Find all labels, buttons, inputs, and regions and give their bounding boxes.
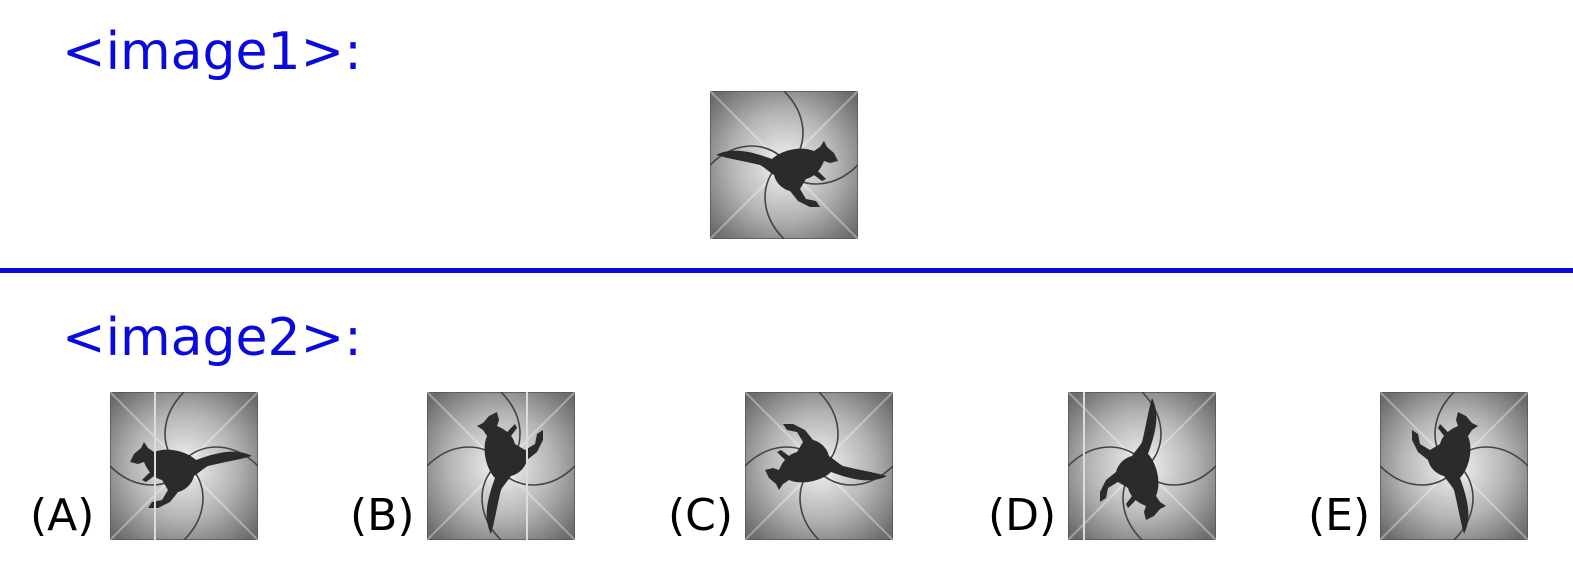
image2-label: <image2>: [62, 308, 362, 368]
option-b-label: (B) [350, 490, 415, 541]
reference-kangaroo-tile [710, 91, 858, 239]
option-e-label: (E) [1308, 490, 1371, 541]
option-b-tile[interactable] [427, 392, 575, 540]
kangaroo-tile-icon [1380, 392, 1528, 540]
image1-label: <image1>: [62, 22, 362, 82]
option-d[interactable]: (D) [988, 392, 1216, 540]
option-c-tile[interactable] [745, 392, 893, 540]
kangaroo-tile-icon [745, 392, 893, 540]
option-c-label: (C) [668, 490, 734, 541]
option-d-label: (D) [988, 490, 1057, 541]
option-a[interactable]: (A) [30, 392, 258, 541]
option-e[interactable]: (E) [1308, 392, 1530, 540]
option-c[interactable]: (C) [668, 392, 893, 541]
option-d-tile[interactable] [1068, 392, 1216, 540]
option-a-label: (A) [30, 490, 95, 541]
kangaroo-tile-icon [110, 392, 258, 540]
kangaroo-tile-icon [427, 392, 575, 540]
kangaroo-tile-icon [1068, 392, 1216, 540]
option-a-tile[interactable] [110, 392, 258, 540]
section-divider [0, 268, 1573, 273]
kangaroo-tile-icon [710, 91, 858, 239]
option-b[interactable]: (B) [350, 392, 575, 541]
option-e-tile[interactable] [1380, 392, 1528, 540]
